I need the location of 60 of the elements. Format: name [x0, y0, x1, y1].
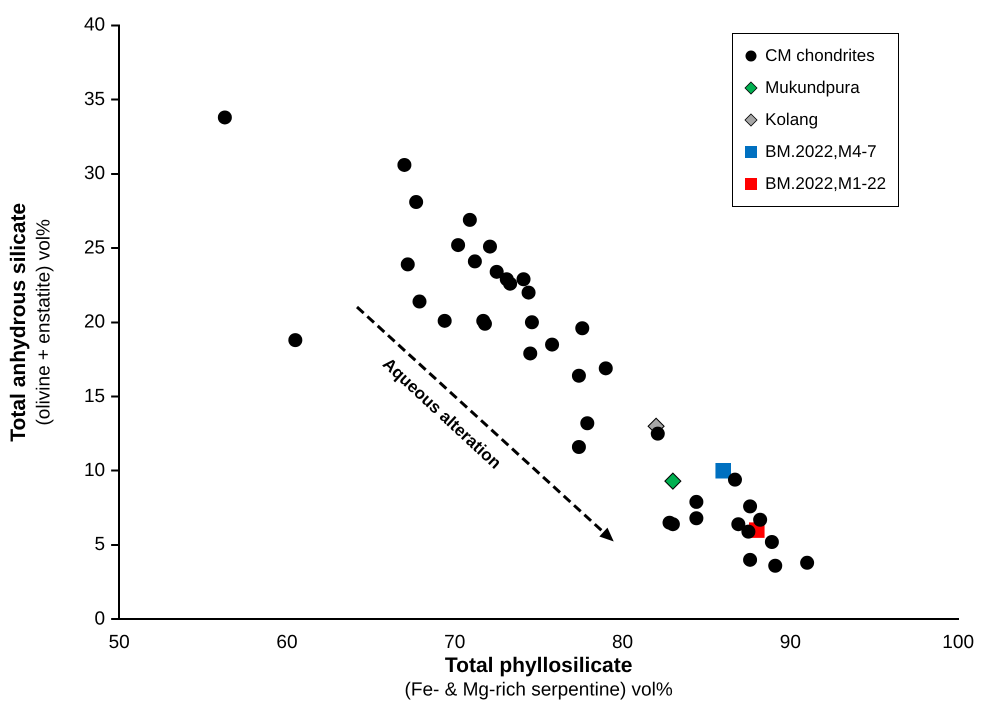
point — [288, 333, 302, 348]
point — [689, 494, 704, 509]
legend-label: BM.2022,M1-22 — [765, 174, 886, 194]
point — [503, 276, 518, 291]
point — [768, 558, 782, 573]
point — [545, 338, 560, 352]
point — [715, 462, 732, 479]
point — [731, 517, 746, 532]
point — [572, 440, 586, 454]
point — [800, 556, 814, 570]
point — [743, 499, 758, 514]
point — [462, 212, 477, 227]
point — [524, 315, 539, 330]
x-tick-label: 70 — [444, 632, 466, 653]
point — [753, 512, 768, 527]
x-tick-label: 80 — [612, 632, 634, 653]
point — [728, 472, 742, 487]
point — [650, 426, 665, 441]
point — [598, 361, 613, 376]
legend-label: CM chondrites — [765, 46, 875, 66]
x-axis-title: Total phyllosilicate (Fe- & Mg-rich serpentine) vol% — [404, 654, 673, 700]
point — [741, 524, 756, 539]
y-tick-label: 35 — [84, 88, 106, 110]
point — [438, 314, 452, 328]
point — [664, 472, 682, 490]
point — [482, 240, 497, 254]
y-tick-label: 30 — [84, 163, 106, 184]
legend-label: Mukundpura — [765, 78, 860, 98]
x-tick-label: 50 — [108, 632, 130, 653]
legend-label: BM.2022,M4-7 — [765, 142, 877, 162]
x-tick-label: 100 — [942, 632, 974, 653]
y-axis-title: Total anhydrous silicate (olivine + enstatite) vol% — [6, 202, 54, 442]
point — [580, 416, 594, 430]
point — [522, 286, 536, 300]
point — [575, 321, 590, 336]
y-tick-label: 25 — [84, 237, 106, 258]
x-tick-label: 90 — [780, 632, 801, 653]
point — [412, 294, 426, 309]
y-tick-label: 0 — [94, 608, 106, 630]
point — [689, 511, 704, 526]
y-tick-label: 20 — [84, 312, 106, 333]
point — [451, 238, 466, 252]
point — [743, 552, 758, 567]
legend-label: Kolang — [765, 110, 818, 130]
point — [478, 316, 492, 331]
point — [397, 158, 412, 172]
point — [218, 110, 232, 124]
y-tick-label: 10 — [84, 460, 106, 481]
point — [400, 257, 415, 272]
x-tick-label: 60 — [276, 632, 298, 653]
point — [572, 368, 586, 383]
point — [516, 272, 531, 286]
point — [490, 264, 504, 279]
point — [764, 535, 779, 550]
y-tick-label: 5 — [94, 534, 106, 556]
y-tick-label: 15 — [84, 386, 106, 407]
y-tick-label: 40 — [84, 14, 106, 36]
point — [468, 254, 482, 268]
point — [523, 346, 538, 360]
point — [409, 195, 424, 210]
